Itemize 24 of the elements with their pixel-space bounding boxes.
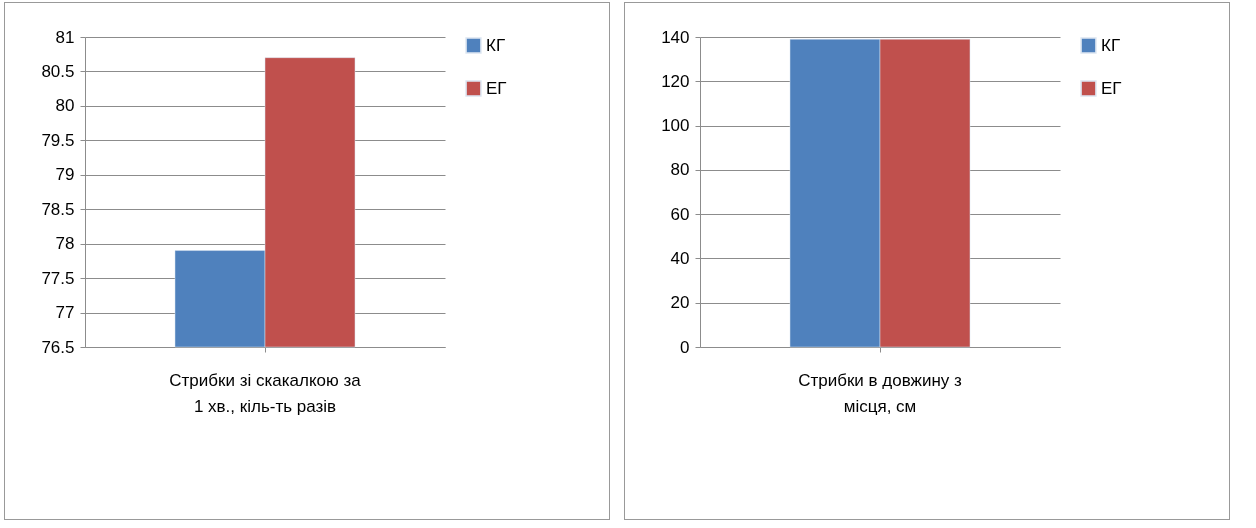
y-tick-label: 78 [55,234,75,254]
legend-label: КГ [1101,35,1121,55]
x-tick-label: Стрибки зі скакалкою за 1 хв., кіль-ть разів [169,370,362,416]
y-tick-label: 60 [670,204,690,224]
y-tick-label: 81 [55,27,75,47]
y-tick-label: 100 [661,116,690,136]
legend-label: ЕГ [486,78,507,98]
y-tick-label: 20 [670,293,690,313]
y-tick-label: 80.5 [41,61,75,81]
y-tick-label: 79 [55,165,75,185]
legend-label: КГ [486,35,506,55]
y-tick-label: 80 [55,96,75,116]
y-tick-label: 120 [661,71,690,91]
y-tick-label: 77.5 [41,268,75,288]
y-tick-label: 80 [670,160,690,180]
legend-label: ЕГ [1101,78,1122,98]
y-tick-label: 76.5 [41,337,75,357]
y-tick-label: 77 [55,303,75,323]
y-tick-label: 0 [680,337,690,357]
y-tick-label: 40 [670,248,690,268]
x-tick-label: Стрибки в довжину з місця, см [798,370,963,416]
y-tick-label: 78.5 [41,199,75,219]
y-tick-label: 79.5 [41,130,75,150]
y-tick-label: 140 [661,27,690,47]
